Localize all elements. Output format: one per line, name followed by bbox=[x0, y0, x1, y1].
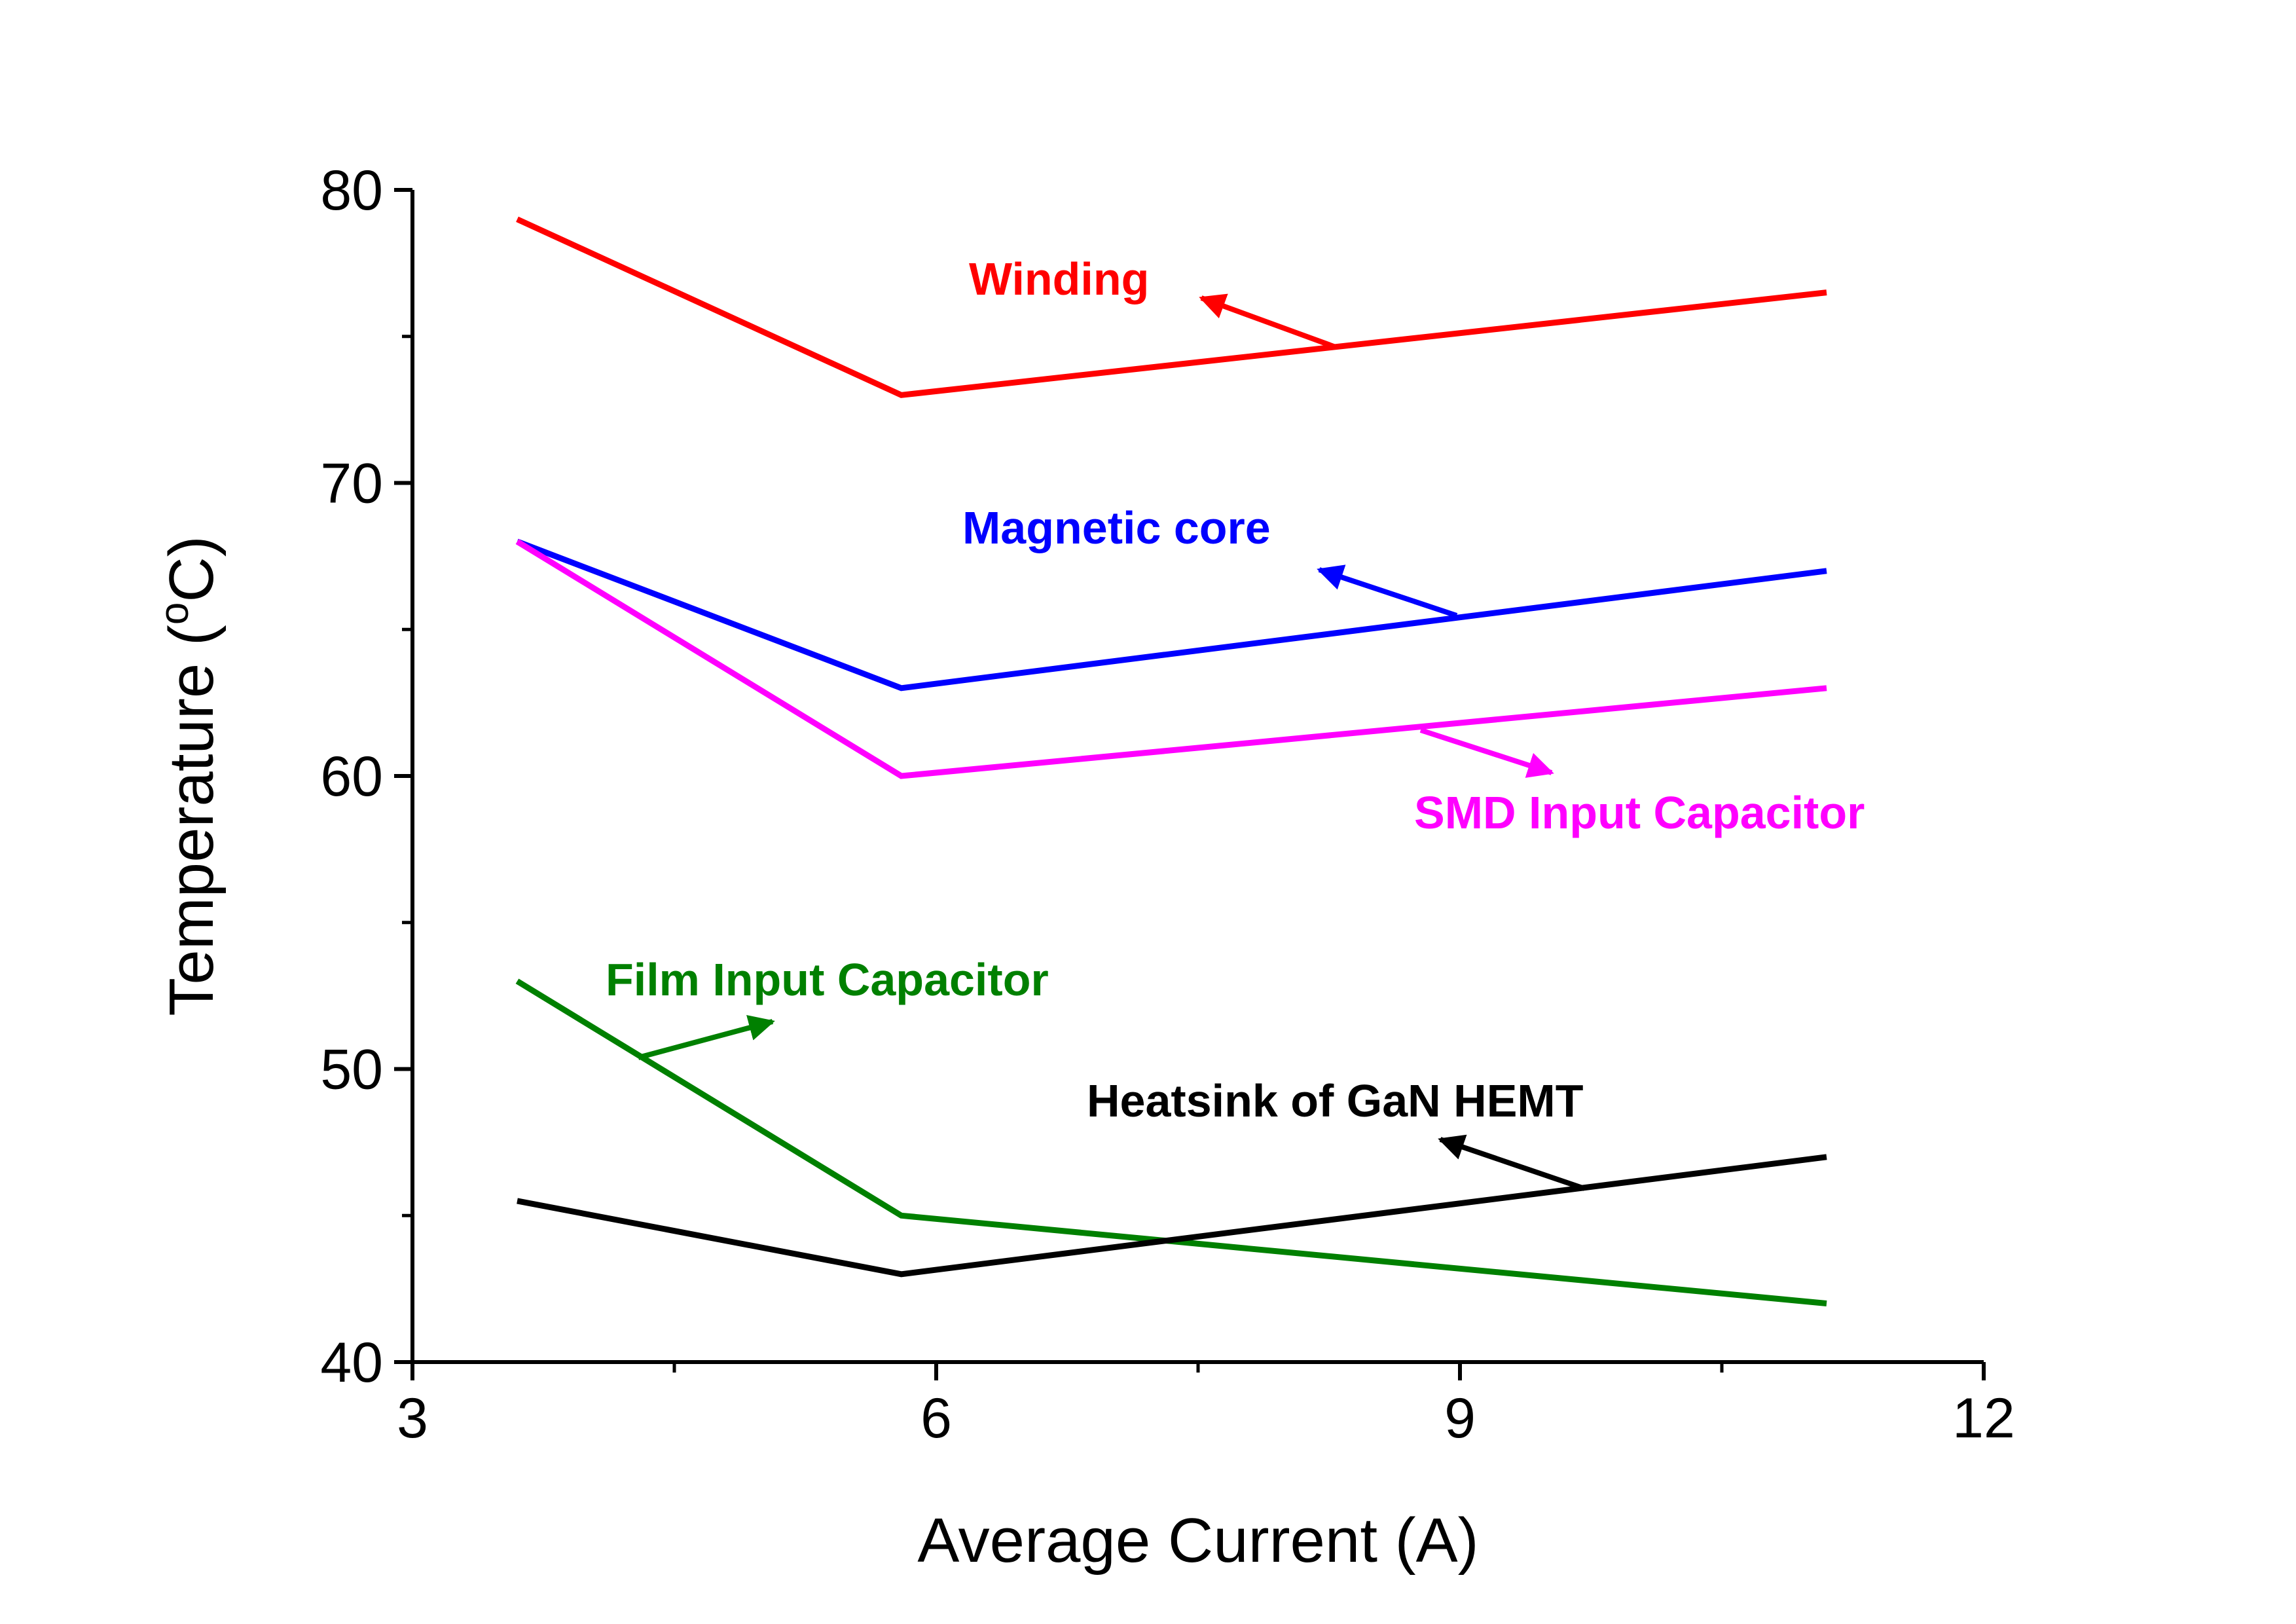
winding-arrow bbox=[1199, 293, 1337, 350]
tick-marks bbox=[394, 188, 1986, 1380]
y-tick-label: 50 bbox=[320, 1039, 383, 1101]
series-lines bbox=[515, 216, 1827, 1306]
y-tick-label: 40 bbox=[320, 1331, 383, 1394]
y-tick-label: 80 bbox=[320, 159, 383, 222]
x-axis-title: Average Current (A) bbox=[917, 1505, 1478, 1576]
y-tick-label: 60 bbox=[320, 745, 383, 808]
tick-labels: 3 6 9 12 40 50 60 70 80 bbox=[320, 159, 2015, 1450]
y-tick-label: 70 bbox=[320, 452, 383, 515]
axes bbox=[410, 190, 1984, 1364]
x-tick-label: 6 bbox=[920, 1387, 952, 1450]
x-tick-label: 9 bbox=[1444, 1387, 1476, 1450]
film-capacitor-arrow bbox=[637, 1015, 775, 1060]
film-capacitor-label: Film Input Capacitor bbox=[606, 954, 1049, 1005]
smd-capacitor-arrow bbox=[1419, 728, 1554, 778]
y-axis-title-main: Temperature ( bbox=[156, 625, 227, 1016]
smd-capacitor-label: SMD Input Capacitor bbox=[1414, 787, 1865, 838]
heatsink-arrow bbox=[1438, 1134, 1586, 1191]
series-line-smd-input-capacitor bbox=[515, 539, 1827, 779]
winding-label: Winding bbox=[969, 253, 1149, 304]
y-axis-title: Temperature (oC) bbox=[152, 536, 227, 1016]
series-line-film-input-capacitor bbox=[515, 978, 1827, 1306]
series-line-magnetic-core bbox=[516, 538, 1827, 692]
series-line-heatsink-of-gan-hemt bbox=[517, 1154, 1827, 1278]
annotation-arrows bbox=[637, 293, 1586, 1191]
series-labels: Winding Magnetic core SMD Input Capacito… bbox=[606, 253, 1865, 1126]
x-tick-label: 12 bbox=[1952, 1387, 2015, 1450]
magnetic-core-arrow bbox=[1317, 564, 1458, 618]
x-tick-label: 3 bbox=[397, 1387, 428, 1450]
magnetic-core-label: Magnetic core bbox=[962, 502, 1271, 553]
heatsink-label: Heatsink of GaN HEMT bbox=[1087, 1075, 1583, 1126]
series-line-winding bbox=[516, 216, 1827, 398]
y-axis-title-superscript: o bbox=[152, 602, 197, 625]
y-axis-title-unit: C) bbox=[156, 536, 227, 602]
